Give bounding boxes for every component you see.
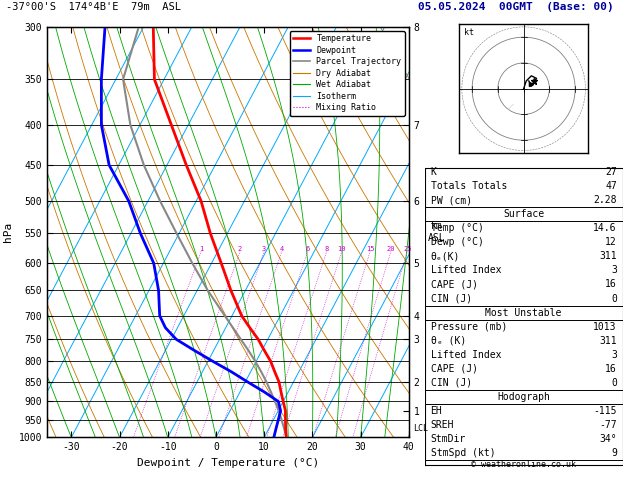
Text: 16: 16: [605, 279, 617, 290]
Text: CAPE (J): CAPE (J): [430, 364, 477, 374]
Y-axis label: hPa: hPa: [3, 222, 13, 242]
Text: Hodograph: Hodograph: [497, 392, 550, 402]
Text: 25: 25: [403, 245, 411, 252]
Text: 0: 0: [611, 294, 617, 303]
Text: LCL: LCL: [413, 424, 428, 433]
Text: 1013: 1013: [593, 322, 617, 331]
Text: 1: 1: [199, 245, 203, 252]
Text: CIN (J): CIN (J): [430, 294, 472, 303]
Text: 4: 4: [280, 245, 284, 252]
Text: Surface: Surface: [503, 209, 544, 219]
Text: SREH: SREH: [430, 420, 454, 430]
Text: 12: 12: [605, 237, 617, 247]
Text: Pressure (mb): Pressure (mb): [430, 322, 507, 331]
Text: -115: -115: [593, 406, 617, 416]
Text: 8: 8: [325, 245, 329, 252]
Text: Lifted Index: Lifted Index: [430, 265, 501, 276]
Text: 2.28: 2.28: [593, 195, 617, 205]
Text: 3: 3: [611, 349, 617, 360]
Text: EH: EH: [430, 406, 442, 416]
Text: PW (cm): PW (cm): [430, 195, 472, 205]
Text: Most Unstable: Most Unstable: [486, 308, 562, 317]
Text: 311: 311: [599, 251, 617, 261]
Text: 2: 2: [238, 245, 242, 252]
Text: StmSpd (kt): StmSpd (kt): [430, 448, 495, 458]
Text: Dewp (°C): Dewp (°C): [430, 237, 484, 247]
Text: K: K: [430, 167, 437, 177]
Text: CAPE (J): CAPE (J): [430, 279, 477, 290]
Legend: Temperature, Dewpoint, Parcel Trajectory, Dry Adiabat, Wet Adiabat, Isotherm, Mi: Temperature, Dewpoint, Parcel Trajectory…: [290, 31, 404, 116]
Text: Lifted Index: Lifted Index: [430, 349, 501, 360]
Text: 10: 10: [338, 245, 346, 252]
Text: CIN (J): CIN (J): [430, 378, 472, 388]
Text: Temp (°C): Temp (°C): [430, 224, 484, 233]
Text: 14.6: 14.6: [593, 224, 617, 233]
Text: kt: kt: [464, 28, 474, 36]
Text: 0: 0: [611, 378, 617, 388]
Y-axis label: km
ASL: km ASL: [428, 221, 445, 243]
Text: 27: 27: [605, 167, 617, 177]
Text: -37°00'S  174°4B'E  79m  ASL: -37°00'S 174°4B'E 79m ASL: [6, 2, 181, 13]
Text: θₑ(K): θₑ(K): [430, 251, 460, 261]
Text: 3: 3: [611, 265, 617, 276]
Text: θₑ (K): θₑ (K): [430, 336, 465, 346]
Text: 20: 20: [387, 245, 395, 252]
X-axis label: Dewpoint / Temperature (°C): Dewpoint / Temperature (°C): [137, 458, 319, 468]
Text: Totals Totals: Totals Totals: [430, 181, 507, 191]
Text: 311: 311: [599, 336, 617, 346]
Text: 16: 16: [605, 364, 617, 374]
Text: 34°: 34°: [599, 434, 617, 444]
Text: 3: 3: [262, 245, 266, 252]
Text: 9: 9: [611, 448, 617, 458]
Text: 05.05.2024  00GMT  (Base: 00): 05.05.2024 00GMT (Base: 00): [418, 2, 614, 13]
Text: StmDir: StmDir: [430, 434, 465, 444]
Text: 15: 15: [366, 245, 374, 252]
Text: 6: 6: [306, 245, 310, 252]
Text: 47: 47: [605, 181, 617, 191]
Text: © weatheronline.co.uk: © weatheronline.co.uk: [471, 460, 576, 469]
Text: -77: -77: [599, 420, 617, 430]
